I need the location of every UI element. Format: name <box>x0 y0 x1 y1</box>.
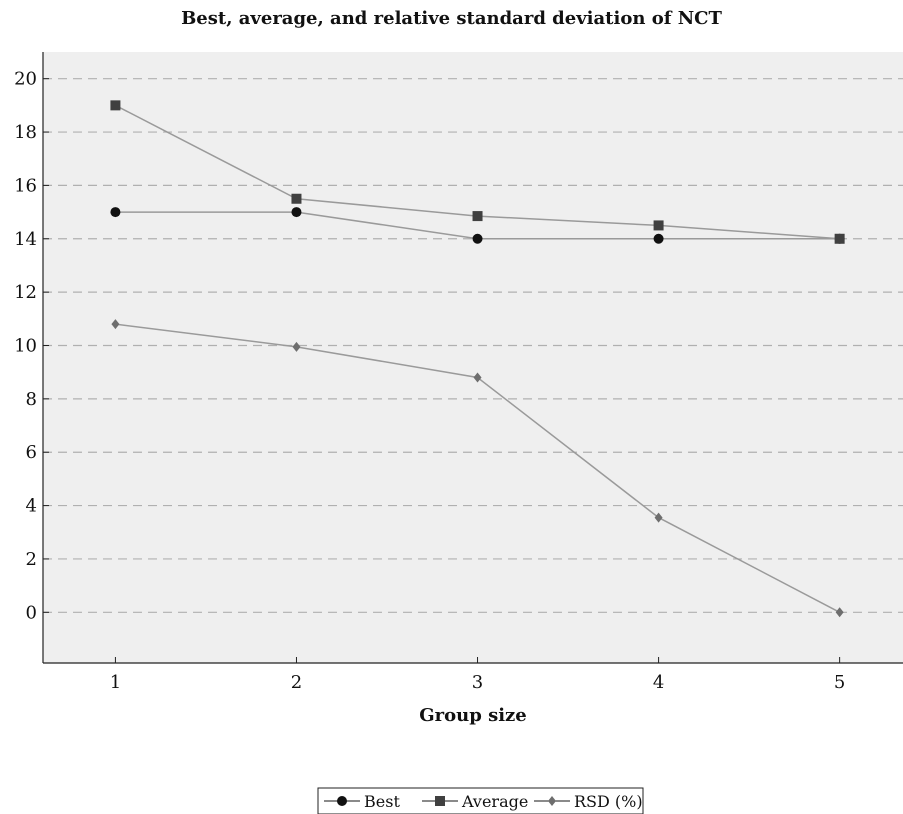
data-point-rsd <box>292 341 301 352</box>
y-tick-label: 0 <box>26 602 37 623</box>
x-tick-label: 4 <box>653 672 664 693</box>
y-tick-label: 20 <box>14 69 37 90</box>
data-point-best <box>291 207 302 218</box>
x-tick-label: 1 <box>110 672 121 693</box>
legend-label-rsd: RSD (%) <box>574 792 643 811</box>
data-point-average <box>291 193 302 204</box>
legend-label-best: Best <box>364 792 400 811</box>
legend-marker-average <box>435 796 445 806</box>
x-tick-label: 2 <box>291 672 302 693</box>
data-point-average <box>472 211 483 222</box>
data-point-rsd <box>835 607 844 618</box>
grid-lines <box>43 78 903 613</box>
x-tick-label: 5 <box>834 672 845 693</box>
legend-label-average: Average <box>461 792 528 811</box>
data-point-average <box>653 220 664 231</box>
data-point-average <box>834 233 845 244</box>
y-tick-label: 2 <box>26 549 37 570</box>
data-point-best <box>653 233 664 244</box>
series-best <box>110 207 845 244</box>
data-point-best <box>472 233 483 244</box>
data-point-rsd <box>473 372 482 383</box>
data-point-best <box>110 207 121 218</box>
y-tick-label: 18 <box>14 122 37 143</box>
series-group <box>110 100 845 618</box>
y-tick-label: 8 <box>26 389 37 410</box>
x-axis-label: Group size <box>419 705 527 726</box>
plot-area <box>43 52 903 663</box>
y-axis: 0 2 4 6 8 10 12 14 16 18 20 <box>14 52 49 663</box>
x-tick-label: 3 <box>472 672 483 693</box>
legend-box <box>317 787 644 814</box>
data-point-average <box>110 100 121 111</box>
legend-marker-best <box>337 796 347 806</box>
chart-title: Best, average, and relative standard dev… <box>181 8 722 29</box>
y-tick-label: 4 <box>26 496 37 517</box>
series-rsd <box>111 319 844 618</box>
y-tick-label: 10 <box>14 335 37 356</box>
x-axis: 1 2 3 4 5 <box>43 657 903 693</box>
data-point-rsd <box>111 319 120 330</box>
y-tick-label: 12 <box>14 282 37 303</box>
y-tick-label: 16 <box>14 175 37 196</box>
series-average <box>110 100 845 244</box>
legend: Best Average RSD (%) <box>317 787 644 814</box>
data-point-rsd <box>654 512 663 523</box>
y-tick-label: 6 <box>26 442 37 463</box>
y-tick-label: 14 <box>14 229 37 250</box>
legend-marker-rsd <box>548 796 556 806</box>
